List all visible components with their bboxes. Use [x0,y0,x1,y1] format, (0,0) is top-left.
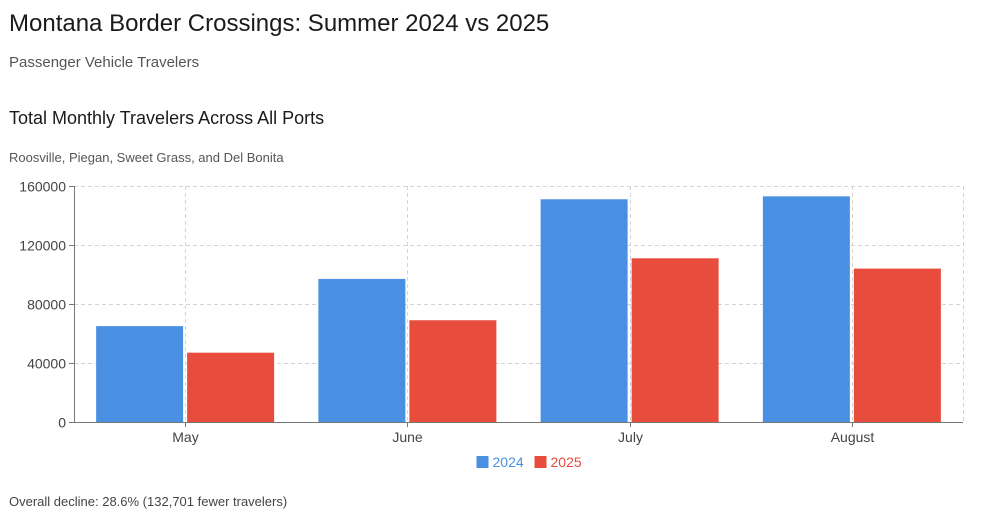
x-tick-label: May [172,429,198,445]
x-tick-label: August [831,429,875,445]
bar-2025-july[interactable] [631,258,719,422]
y-tick-label: 0 [58,415,66,431]
legend-item-2024[interactable]: 2024 [476,454,524,470]
bar-2024-august[interactable] [762,196,850,422]
bar-2025-june[interactable] [409,320,497,422]
bar-2024-may[interactable] [96,326,184,422]
legend-swatch [534,456,547,468]
y-tick-label: 80000 [27,297,66,313]
bar-2024-july[interactable] [540,199,628,422]
chart-title: Total Monthly Travelers Across All Ports [9,108,325,128]
bar-layer [96,196,941,422]
legend-label: 2024 [493,454,524,470]
y-tick-label: 160000 [19,179,66,195]
axis-layer: 0 40000 80000 120000 160000 May June July August [19,179,963,445]
x-tick-label: June [392,429,423,445]
x-tick-label: July [618,429,643,445]
legend[interactable]: 2024 2025 [476,454,582,470]
page-title: Montana Border Crossings: Summer 2024 vs… [9,10,550,37]
legend-label: 2025 [551,454,582,470]
legend-item-2025[interactable]: 2025 [534,454,582,470]
bar-2025-may[interactable] [187,352,275,422]
chart-subtitle: Roosville, Piegan, Sweet Grass, and Del … [9,150,284,165]
bar-2025-august[interactable] [853,268,941,422]
legend-swatch [476,456,489,468]
grid-layer [74,186,964,422]
bar-2024-june[interactable] [318,278,406,422]
page-subtitle: Passenger Vehicle Travelers [9,54,200,71]
y-tick-label: 120000 [19,238,66,254]
y-tick-label: 40000 [27,356,66,372]
footer-note: Overall decline: 28.6% (132,701 fewer tr… [9,494,288,509]
